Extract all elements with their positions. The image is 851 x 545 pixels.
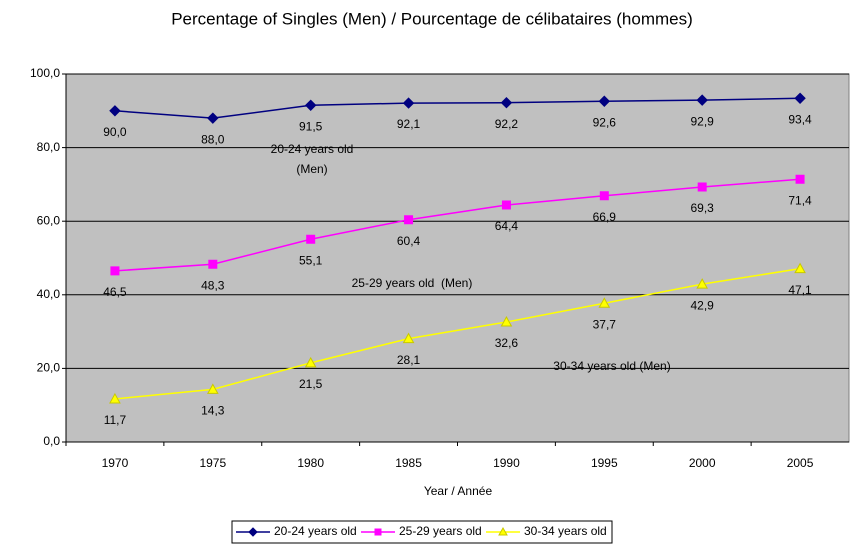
legend-marker [374,528,382,536]
data-label: 88,0 [201,132,225,146]
point [404,215,414,225]
x-tick-label: 1980 [297,456,324,470]
data-label: 71,4 [788,193,812,207]
legend-label: 20-24 years old [274,524,357,538]
series-line [114,178,801,272]
data-label: 55,1 [299,253,323,267]
annotation: 20-24 years old [271,142,354,156]
data-label: 37,7 [593,317,617,331]
data-label: 14,3 [201,404,225,418]
plot-area [65,73,850,443]
x-tick-label: 2000 [689,456,716,470]
point [696,94,708,106]
legend-label: 30-34 years old [524,524,607,538]
x-tick-label: 1985 [395,456,422,470]
chart-title: Percentage of Singles (Men) / Pourcentag… [171,9,693,28]
x-tick-label: 1975 [199,456,226,470]
legend-label: 25-29 years old [399,524,482,538]
point [109,105,121,117]
data-label: 92,1 [397,117,421,131]
data-label: 64,4 [495,219,519,233]
point [501,200,511,210]
point [795,174,805,184]
y-tick-label: 100,0 [30,66,60,80]
point [794,262,806,274]
data-label: 69,3 [691,201,715,215]
data-label: 91,5 [299,119,323,133]
y-tick-label: 60,0 [37,213,61,227]
data-label: 47,1 [788,283,812,297]
y-tick-label: 0,0 [43,434,60,448]
legend [231,520,613,544]
data-label: 48,3 [201,278,225,292]
point [402,97,415,109]
data-label: 60,4 [397,234,421,248]
point [599,191,609,201]
point [500,96,513,109]
y-tick-label: 80,0 [37,140,61,154]
point [696,278,709,289]
data-label: 92,6 [593,115,617,129]
series-line [114,97,801,119]
point [304,356,317,368]
point [304,99,317,111]
point [598,95,611,107]
point [794,92,806,104]
data-label: 28,1 [397,353,421,367]
x-tick-label: 1970 [102,456,129,470]
point [306,234,316,244]
annotation: 30-34 years old (Men) [553,359,670,373]
point [109,392,121,404]
point [110,266,120,276]
data-label: 11,7 [104,413,127,427]
x-tick-label: 1995 [591,456,618,470]
data-label: 93,4 [788,112,812,126]
x-tick-label: 2005 [787,456,814,470]
x-tick-label: 1990 [493,456,520,470]
annotation: (Men) [296,162,327,176]
data-label: 42,9 [691,298,715,312]
point [598,297,611,308]
series-line [114,267,801,400]
data-label: 21,5 [299,377,323,391]
point [402,332,415,344]
point [208,259,218,269]
x-axis-label: Year / Année [424,484,493,498]
annotation: 25-29 years old (Men) [352,276,473,290]
point [500,316,513,327]
data-label: 92,9 [691,114,715,128]
legend-marker [498,526,508,536]
data-label: 66,9 [593,210,617,224]
y-tick-label: 40,0 [37,287,61,301]
point [697,182,707,192]
data-label: 32,6 [495,336,519,350]
data-label: 46,5 [103,285,127,299]
data-label: 90,0 [103,125,127,139]
legend-marker [248,527,258,537]
point [206,383,219,394]
point [207,112,219,124]
y-tick-label: 20,0 [37,361,61,375]
data-label: 92,2 [495,117,519,131]
